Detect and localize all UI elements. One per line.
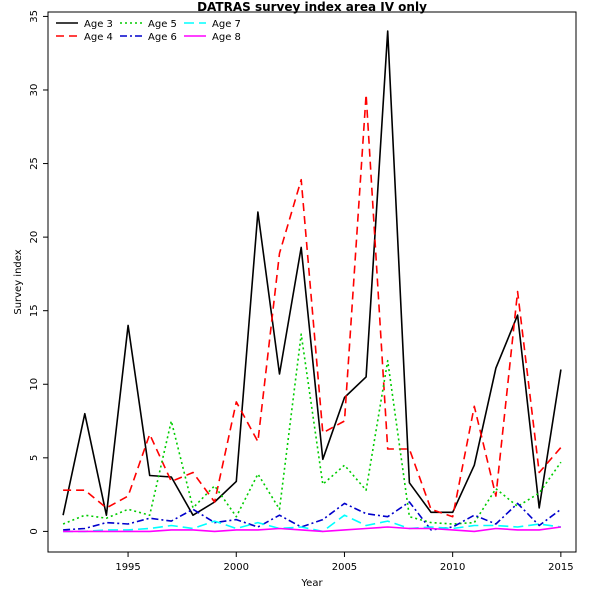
series-line-age-7 [63, 514, 562, 533]
series-line-age-8 [63, 526, 562, 533]
x-axis: 1995 2000 2005 2010 2015 [115, 552, 574, 573]
y-tick-label: 30 [29, 84, 40, 97]
series-lines [62, 30, 562, 533]
x-tick-label: 2000 [224, 562, 249, 573]
series-line-age-6 [63, 501, 562, 531]
y-tick-label: 5 [29, 455, 40, 461]
legend-label: Age 5 [148, 19, 177, 30]
y-tick-label: 35 [29, 10, 40, 23]
legend: Age 3 Age 4 Age 5 Age 6 Age 7 Age 8 [56, 19, 241, 43]
y-axis: 0 5 10 15 20 25 30 35 [29, 10, 48, 535]
y-tick-label: 0 [29, 528, 40, 534]
legend-label: Age 3 [84, 19, 113, 30]
y-tick-label: 15 [29, 304, 40, 317]
legend-label: Age 4 [84, 32, 113, 43]
x-tick-label: 2010 [440, 562, 465, 573]
y-axis-title: Survey index [13, 249, 24, 314]
x-tick-label: 1995 [115, 562, 140, 573]
y-tick-label: 25 [29, 157, 40, 170]
legend-label: Age 8 [212, 32, 241, 43]
y-tick-label: 20 [29, 231, 40, 244]
x-tick-label: 2005 [332, 562, 357, 573]
series-line-age-3 [62, 30, 562, 517]
x-tick-label: 2015 [548, 562, 573, 573]
plot-frame [47, 11, 577, 553]
chart-title: DATRAS survey index area IV only [197, 0, 427, 14]
x-axis-title: Year [300, 578, 323, 589]
legend-label: Age 6 [148, 32, 177, 43]
y-tick-label: 10 [29, 378, 40, 391]
legend-label: Age 7 [212, 19, 241, 30]
series-line-age-4 [63, 93, 562, 518]
